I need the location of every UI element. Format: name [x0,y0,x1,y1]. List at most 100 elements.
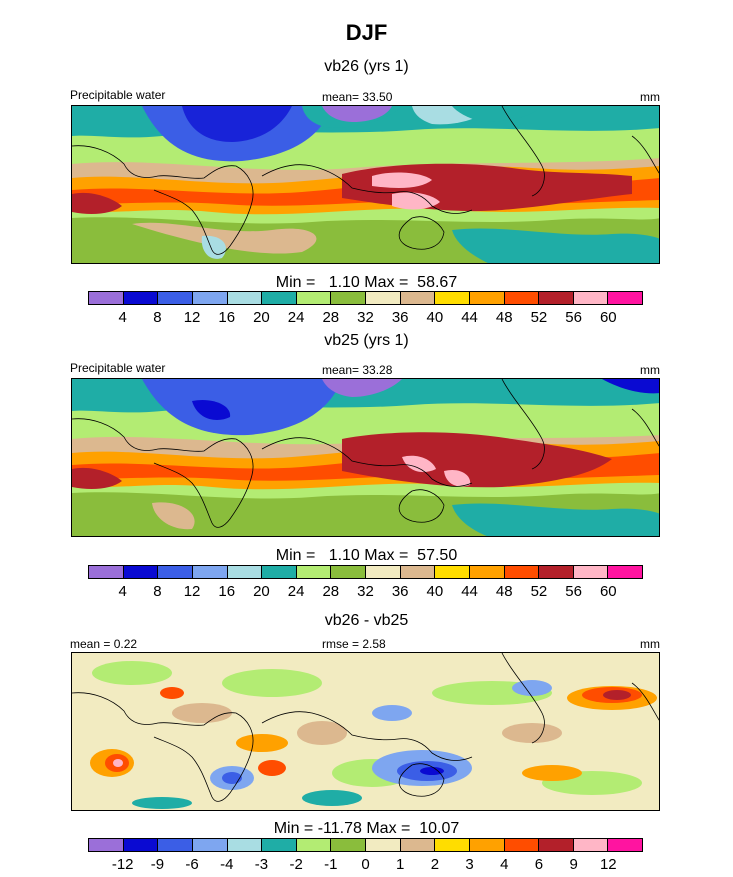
colorbar-swatch [400,839,436,851]
colorbar-swatch [123,292,159,304]
colorbar-tick-label: 9 [569,856,578,873]
colorbar-tick-label: 56 [565,583,582,600]
colorbar-tick-label: 44 [461,583,478,600]
colorbar-tick-label: 8 [153,309,162,326]
colorbar-swatch [435,566,470,578]
colorbar-tick-label: 44 [461,309,478,326]
colorbar-tick-label: 12 [183,309,201,326]
colorbar-tick-label: 6 [534,856,544,873]
panel-1-colorbar-ticks: 4 8 12 16 20 24 28 32 36 40 44 48 52 56 60 [88,309,643,327]
colorbar-swatch [89,566,124,578]
colorbar-swatch [123,566,159,578]
panel-3-rmse-label: rmse = 2.58 [322,637,386,651]
colorbar-swatch [608,566,642,578]
colorbar-swatch [400,566,436,578]
colorbar-tick-label: 4 [118,309,127,326]
colorbar-tick-label: 0 [361,856,370,873]
colorbar-tick-label: 60 [599,583,617,600]
colorbar-tick-label: 40 [426,309,444,326]
panel-3-min-max: Min = -11.78 Max = 10.07 [273,820,460,837]
panel-2-colorbar [88,565,643,579]
colorbar-swatch [366,292,401,304]
colorbar-swatch [331,292,366,304]
colorbar-tick-label: -12 [111,856,134,873]
colorbar-tick-label: 40 [426,583,444,600]
colorbar-tick-label: -1 [324,856,338,873]
colorbar-tick-label: -3 [254,856,269,873]
colorbar-tick-label: 1 [396,856,405,873]
panel-2-colorbar-ticks: 4 8 12 16 20 24 28 32 36 40 44 48 52 56 60 [88,583,643,601]
colorbar-swatch [192,566,228,578]
colorbar-swatch [123,839,159,851]
panel-2-min-max: Min = 1.10 Max = 57.50 [275,547,458,564]
panel-1-field-svg [72,106,659,263]
panel-2-map [71,378,660,537]
colorbar-swatch [469,839,505,851]
colorbar-tick-label: -2 [289,856,303,873]
colorbar-swatch [89,839,124,851]
panel-2-units-label: mm [640,363,660,377]
figure-title: DJF [345,20,388,45]
panel-3-title: vb26 - vb25 [324,612,409,629]
colorbar-swatch [539,839,574,851]
colorbar-tick-label: 8 [153,583,162,600]
colorbar-tick-label: 28 [322,309,340,326]
panel-1-title: vb26 (yrs 1) [324,58,409,75]
colorbar-swatch [262,566,297,578]
colorbar-tick-label: 4 [118,583,127,600]
panel-2-variable-label: Precipitable water [70,361,166,375]
colorbar-tick-label: 32 [357,309,374,326]
colorbar-tick-label: 12 [183,583,201,600]
colorbar-swatch [296,292,332,304]
colorbar-swatch [366,566,401,578]
colorbar-tick-label: -6 [185,856,199,873]
colorbar-swatch [573,292,609,304]
colorbar-swatch [608,839,642,851]
panel-1-mean-label: mean= 33.50 [322,90,393,104]
colorbar-tick-label: 16 [218,309,236,326]
colorbar-tick-label: 60 [599,309,617,326]
panel-1-min-max: Min = 1.10 Max = 58.67 [275,274,458,291]
colorbar-swatch [435,839,470,851]
colorbar-swatch [331,839,366,851]
panel-1-colorbar [88,291,643,305]
colorbar-swatch [366,839,401,851]
colorbar-swatch [400,292,436,304]
colorbar-tick-label: 3 [465,856,474,873]
colorbar-swatch [158,839,193,851]
panel-3-colorbar [88,838,643,852]
panel-3-map [71,652,660,811]
colorbar-tick-label: 20 [253,583,270,600]
colorbar-swatch [469,566,505,578]
colorbar-tick-label: 52 [530,583,548,600]
colorbar-tick-label: 4 [500,856,509,873]
colorbar-tick-label: 56 [565,309,582,326]
panel-3-field-svg [72,653,659,810]
colorbar-tick-label: 24 [287,583,305,600]
panel-2-field-svg [72,379,659,536]
colorbar-swatch [89,292,124,304]
colorbar-swatch [539,292,574,304]
colorbar-swatch [158,292,193,304]
colorbar-tick-label: 20 [253,309,270,326]
colorbar-tick-label: 36 [391,583,409,600]
colorbar-tick-label: 2 [430,856,440,873]
colorbar-swatch [192,839,228,851]
colorbar-tick-label: 52 [530,309,548,326]
panel-3-colorbar-ticks: -12 -9 -6 -4 -3 -2 -1 0 1 2 3 4 6 9 12 [88,856,643,874]
panel-1-variable-label: Precipitable water [70,88,166,102]
colorbar-tick-label: 32 [357,583,374,600]
colorbar-swatch [504,292,540,304]
colorbar-swatch [573,566,609,578]
colorbar-swatch [469,292,505,304]
colorbar-swatch [296,839,332,851]
colorbar-swatch [227,292,263,304]
panel-1-units-label: mm [640,90,660,104]
panel-3-units-label: mm [640,637,660,651]
colorbar-tick-label: 12 [599,856,617,873]
colorbar-swatch [539,566,574,578]
colorbar-tick-label: 48 [495,309,513,326]
panel-2-mean-label: mean= 33.28 [322,363,393,377]
colorbar-swatch [331,566,366,578]
colorbar-tick-label: -9 [150,856,165,873]
